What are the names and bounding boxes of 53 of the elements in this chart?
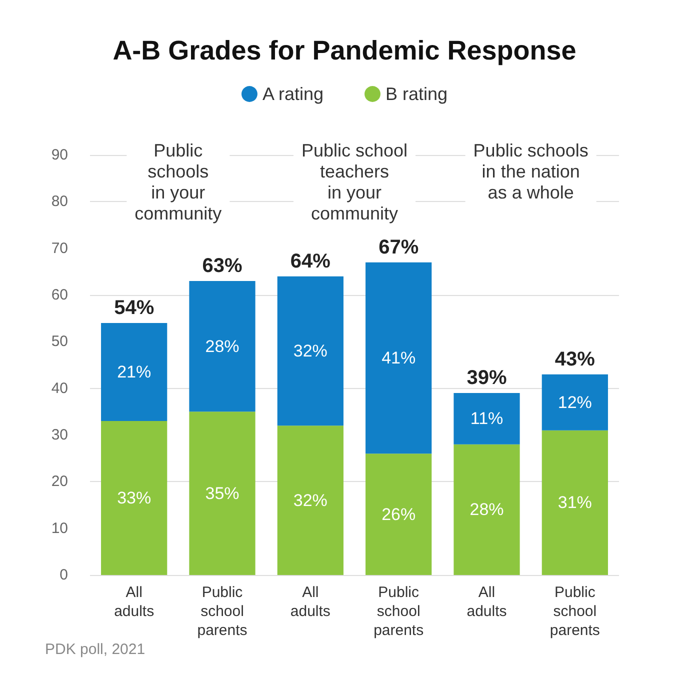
data-label: 28% (470, 500, 504, 520)
y-tick-label: 80 (51, 193, 68, 210)
data-label: 33% (117, 488, 152, 508)
y-tick-label: 0 (60, 566, 68, 584)
legend-label: B rating (386, 84, 448, 104)
data-label: 21% (117, 362, 152, 382)
y-tick-label: 20 (51, 473, 68, 490)
bar (542, 374, 608, 430)
bar (277, 276, 344, 426)
bar (366, 454, 432, 575)
x-tick-label: Public school parents (550, 584, 600, 639)
data-label: 12% (558, 392, 592, 412)
annotation: Public schools in the nation as a whole (473, 140, 588, 202)
y-tick-label: 40 (51, 380, 68, 397)
y-tick-label: 30 (51, 426, 68, 444)
text: PDK poll, 2021 (45, 641, 146, 658)
bar (454, 393, 520, 444)
total-label: 67% (378, 236, 419, 258)
total-label: 64% (290, 250, 331, 272)
total-label: 63% (202, 255, 242, 277)
bar (454, 444, 520, 575)
legend-label: A rating (262, 84, 324, 104)
y-tick-label: 70 (51, 240, 68, 257)
total-label: 54% (114, 297, 154, 319)
data-label: 41% (382, 348, 416, 368)
bar (542, 430, 608, 575)
bar (101, 323, 168, 421)
bar (277, 426, 344, 575)
total-label: 43% (554, 348, 596, 370)
x-tick-label: All adults (114, 584, 154, 620)
x-tick-label: All adults (290, 584, 330, 620)
data-label: 32% (293, 490, 328, 510)
y-tick-label: 50 (51, 333, 68, 350)
chart-title: A-B Grades for Pandemic Response (112, 36, 576, 66)
data-label: 26% (382, 504, 416, 524)
data-label: 35% (205, 484, 240, 503)
x-tick-label: All adults (466, 584, 507, 620)
annotation: Public school teachers in your community (301, 140, 408, 224)
total-label: 39% (466, 367, 507, 389)
x-tick-label: Public school parents (374, 584, 424, 639)
data-label: 32% (293, 342, 328, 360)
data-label: 28% (205, 336, 240, 356)
bar (189, 412, 256, 575)
y-tick-label: 60 (51, 286, 68, 304)
annotation: Public schools in your community (134, 140, 222, 224)
bar (101, 421, 168, 575)
bar (189, 281, 256, 412)
x-tick-label: Public school parents (197, 584, 248, 639)
y-tick-label: 90 (51, 146, 68, 164)
data-label: 31% (558, 493, 592, 512)
y-tick-label: 10 (51, 520, 68, 537)
data-label: 11% (470, 409, 504, 428)
bar (366, 262, 432, 454)
